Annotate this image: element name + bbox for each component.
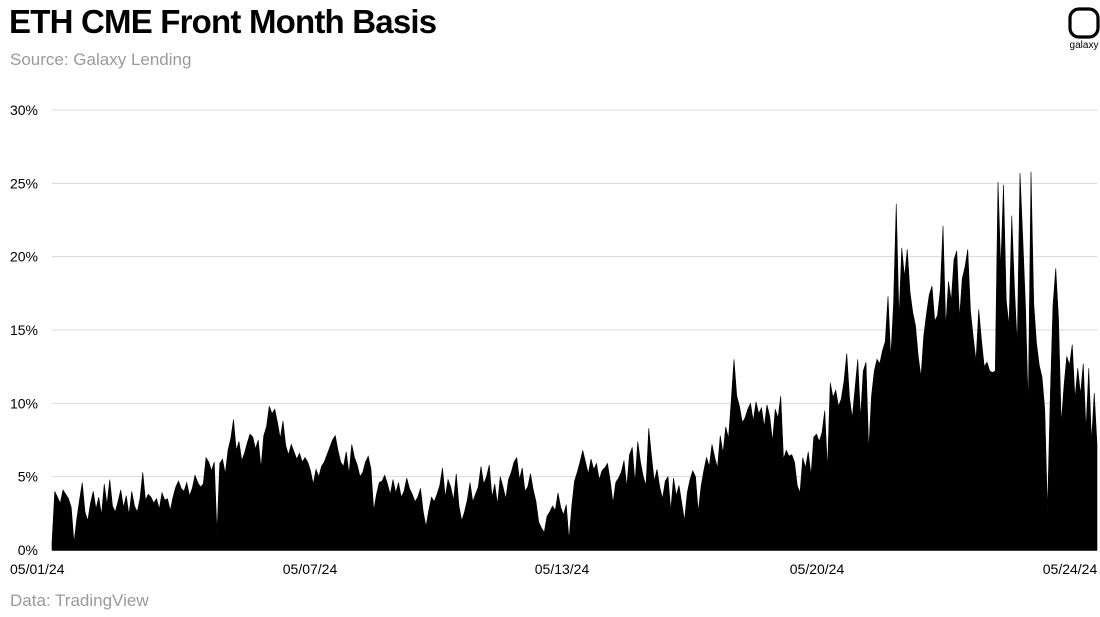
basis-series-area [51,171,1098,551]
galaxy-logo-icon [1068,7,1100,39]
x-tick-label: 05/01/24 [10,561,65,577]
y-tick-label: 10% [10,395,38,411]
x-tick-label: 05/20/24 [790,561,845,577]
y-tick-label: 30% [10,102,38,118]
x-tick-label: 05/07/24 [283,561,338,577]
galaxy-logo: galaxy [1060,6,1100,56]
data-source-note: Data: TradingView [10,591,149,610]
logo-text: galaxy [1069,40,1099,51]
x-tick-label: 05/13/24 [535,561,590,577]
y-tick-label: 5% [18,469,38,485]
y-tick-label: 25% [10,175,38,191]
chart-subtitle: Source: Galaxy Lending [10,50,192,69]
chart-title: ETH CME Front Month Basis [9,3,437,40]
x-axis-ticks: 05/01/24 05/07/24 05/13/24 05/20/24 05/24/24 [10,561,1097,577]
x-tick-label: 05/24/24 [1043,561,1098,577]
plot-area [51,171,1098,551]
y-tick-label: 0% [18,542,38,558]
y-tick-label: 20% [10,249,38,265]
y-tick-label: 15% [10,322,38,338]
y-axis-ticks: 0% 5% 10% 15% 20% 25% 30% [10,102,38,558]
